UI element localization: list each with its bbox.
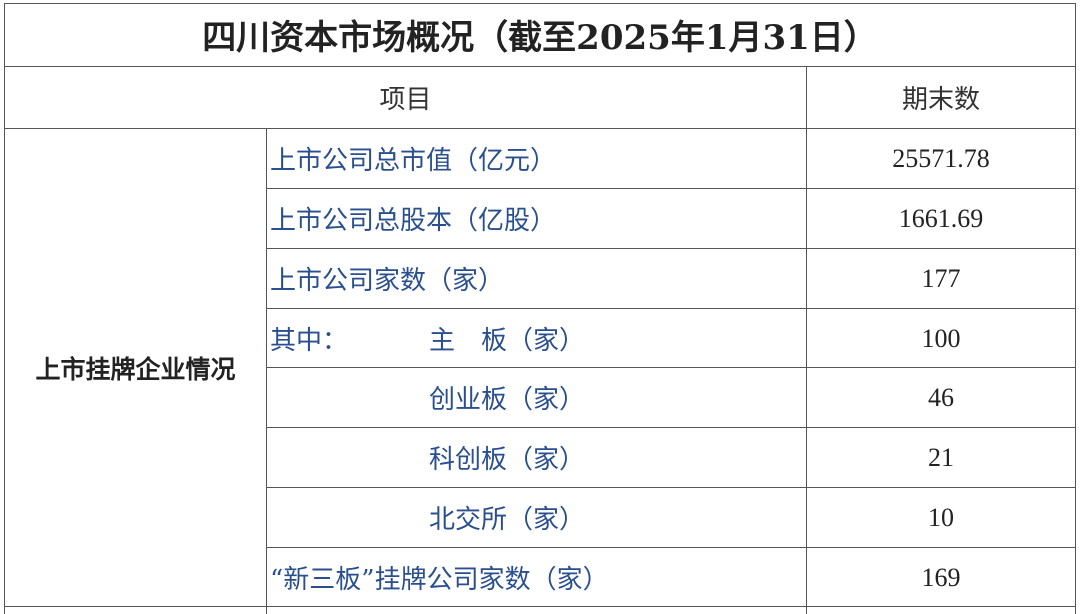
row-value: 25571.78 xyxy=(892,143,990,173)
row-label: “新三板”挂牌公司家数（家） xyxy=(270,565,609,595)
divider xyxy=(4,606,1076,607)
divider xyxy=(266,367,1076,368)
column-divider xyxy=(806,66,807,614)
row-label: 北交所（家） xyxy=(429,505,586,535)
table-title: 四川资本市场概况（截至2025年1月31日） xyxy=(202,18,878,58)
header-value: 期末数 xyxy=(901,85,980,115)
divider xyxy=(266,427,1076,428)
row-prefix: 其中： xyxy=(270,326,349,356)
divider xyxy=(266,547,1076,548)
divider xyxy=(4,66,1076,67)
divider xyxy=(266,308,1076,309)
row-label: 科创板（家） xyxy=(429,445,586,475)
row-value: 100 xyxy=(921,323,961,353)
header-item: 项目 xyxy=(379,85,432,115)
border-top xyxy=(4,3,1076,4)
row-value: 10 xyxy=(928,502,954,532)
divider xyxy=(4,128,1076,129)
divider xyxy=(266,188,1076,189)
border-right xyxy=(1075,3,1076,614)
row-label: 上市公司总股本（亿股） xyxy=(270,206,557,236)
row-value: 46 xyxy=(928,382,954,412)
group-label: 上市挂牌企业情况 xyxy=(35,355,236,384)
row-value: 21 xyxy=(928,442,954,472)
row-label: 创业板（家） xyxy=(429,385,586,415)
divider xyxy=(266,487,1076,488)
row-label: 上市公司家数（家） xyxy=(270,266,505,296)
divider xyxy=(266,248,1076,249)
row-label: 主 板（家） xyxy=(429,326,586,356)
border-left xyxy=(4,3,5,614)
row-value: 169 xyxy=(921,562,961,592)
row-value: 177 xyxy=(921,263,961,293)
row-label: 上市公司总市值（亿元） xyxy=(270,146,557,176)
row-value: 1661.69 xyxy=(898,203,984,233)
column-divider xyxy=(266,128,267,614)
